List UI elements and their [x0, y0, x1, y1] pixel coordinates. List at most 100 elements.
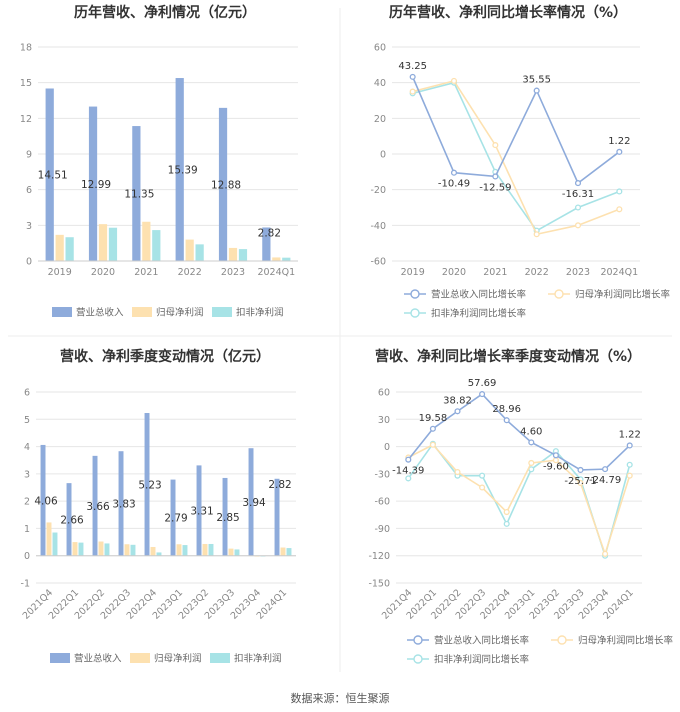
chart-2-bar: 营收、净利季度变动情况（亿元）-101234562021Q42022Q12022…	[21, 348, 296, 665]
point---2023q3	[577, 479, 584, 487]
point---2022q1	[429, 425, 436, 432]
chart-3-line: 营收、净利同比增长率季度变动情况（%） -150 -120 -90 -60 -30 0 30 6…	[368, 348, 673, 666]
x-tick-label: 2023	[221, 267, 245, 278]
bar---2023q1	[176, 544, 182, 556]
legend-swatch[interactable]	[132, 307, 152, 317]
y-tick-label: 0	[380, 150, 386, 161]
point---2022q1	[429, 441, 436, 448]
y-tick-label: -20	[370, 185, 386, 196]
data-label: 15.39	[168, 165, 198, 177]
bar---2022q1	[78, 542, 84, 556]
legend-label[interactable]: 扣非净利润	[234, 653, 282, 665]
data-label: 4.60	[520, 426, 542, 437]
legend-label[interactable]: 归母净利润同比增长率	[578, 635, 674, 647]
point---2022q3	[479, 484, 486, 491]
x-tick-label: 2021	[483, 267, 507, 278]
data-label: -16.31	[562, 189, 594, 200]
data-label: -12.59	[479, 182, 511, 193]
legend-label[interactable]: 营业总收入	[74, 653, 122, 665]
point---2023q3	[577, 466, 584, 474]
y-tick-label: 15	[20, 78, 32, 89]
bar---2019	[45, 88, 54, 262]
point---2023q4	[602, 466, 609, 473]
point---2023q1	[528, 439, 535, 446]
bar---2022q3	[130, 544, 136, 556]
bar---2023	[218, 107, 228, 261]
data-label: 43.25	[398, 61, 427, 72]
point---2024q1	[626, 472, 633, 479]
point---2023	[574, 180, 582, 187]
y-tick-label: -1	[21, 579, 30, 590]
point---2020	[450, 77, 458, 84]
y-tick-label: 3	[26, 221, 32, 232]
legend-marker[interactable]	[413, 635, 423, 645]
point---2024q1	[626, 461, 633, 468]
legend-swatch[interactable]	[52, 307, 72, 317]
data-label: -10.49	[438, 179, 470, 190]
point---2021	[492, 173, 499, 180]
data-label: 3.83	[112, 498, 135, 510]
legend-swatch[interactable]	[50, 653, 70, 663]
bar---2023q2	[202, 543, 208, 556]
point---2023q4	[602, 550, 609, 557]
point---2024q1	[616, 188, 623, 195]
legend-swatch[interactable]	[130, 653, 150, 663]
legend-label[interactable]: 扣非净利润同比增长率	[434, 654, 530, 666]
y-tick-label: -60	[374, 497, 390, 508]
legend-marker[interactable]	[410, 289, 420, 299]
legend-marker[interactable]	[410, 308, 420, 318]
legend-label[interactable]: 营业总收入	[76, 307, 124, 319]
line--	[407, 393, 631, 471]
y-tick-label: 4	[24, 442, 30, 453]
bar---2019	[55, 234, 64, 261]
x-tick-label: 2023	[566, 267, 590, 278]
x-tick-label: 2022	[525, 267, 549, 278]
bar---2022q4	[144, 413, 150, 556]
bar---2022q1	[66, 483, 72, 556]
legend-label[interactable]: 归母净利润同比增长率	[575, 289, 671, 301]
legend-label[interactable]: 扣非净利润	[236, 307, 284, 319]
data-label: 35.55	[522, 75, 551, 86]
bar---2022q2	[104, 543, 110, 556]
bar---2022q3	[124, 544, 130, 556]
y-tick-label: -120	[368, 551, 390, 562]
point---2022q2	[454, 468, 461, 476]
chart-title: 历年营收、净利情况（亿元）	[74, 4, 256, 21]
legend-swatch[interactable]	[212, 307, 232, 317]
point---2022	[533, 231, 540, 238]
data-label: 3.66	[86, 501, 110, 513]
data-label: -9.60	[543, 461, 569, 472]
y-tick-label: 20	[374, 114, 386, 125]
bar---2024q1	[274, 478, 280, 556]
legend-swatch[interactable]	[210, 653, 230, 663]
bar---2023q4	[248, 448, 254, 556]
legend-label[interactable]: 营业总收入同比增长率	[434, 635, 530, 647]
y-tick-label: 6	[24, 388, 30, 399]
legend-label[interactable]: 营业总收入同比增长率	[431, 289, 527, 301]
point---2022	[533, 87, 540, 94]
legend-marker[interactable]	[557, 635, 567, 645]
y-tick-label: 18	[20, 43, 32, 54]
y-tick-label: 60	[378, 388, 390, 399]
legend-marker[interactable]	[554, 289, 564, 299]
y-tick-label: -60	[370, 257, 386, 268]
legend-label[interactable]: 扣非净利润同比增长率	[431, 308, 527, 320]
chart-title: 营收、净利同比增长率季度变动情况（%）	[375, 348, 641, 365]
legend-label[interactable]: 归母净利润	[156, 307, 204, 319]
line--	[407, 443, 631, 557]
data-label: 57.69	[468, 378, 497, 389]
y-tick-label: 9	[26, 150, 32, 161]
legend-marker[interactable]	[413, 654, 423, 664]
legend-label[interactable]: 归母净利润	[154, 653, 202, 665]
data-label: 5.23	[138, 479, 161, 491]
chart-0-bar: 历年营收、净利情况（亿元） 0 3 6 9 12 15 18 2019 2020 2021 2022 2…	[20, 4, 298, 319]
data-label: 3.94	[242, 497, 266, 509]
point---2022q4	[503, 520, 510, 527]
legend: 营业总收入 归母净利润 扣非净利润	[52, 307, 284, 319]
bar---2021	[132, 126, 141, 261]
point---2021q4	[405, 456, 412, 463]
y-tick-label: 0	[26, 257, 32, 268]
bar---2024q1	[286, 548, 292, 556]
